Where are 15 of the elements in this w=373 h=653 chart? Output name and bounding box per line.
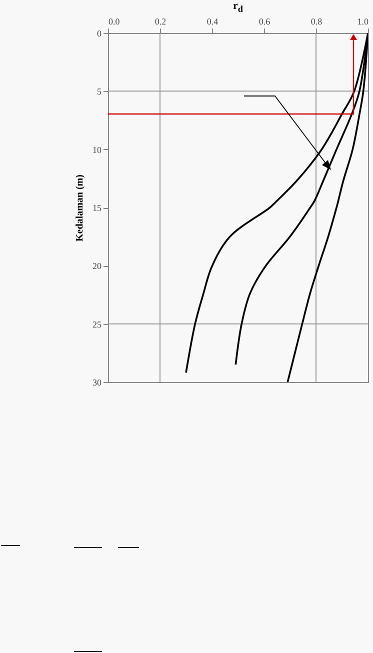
- x-tick-label: 0.6: [258, 16, 271, 26]
- y-tick-label: 0: [97, 28, 102, 38]
- y-tick-label: 25: [92, 319, 102, 330]
- y-tick-label: 20: [92, 261, 102, 272]
- y-tick-label: 30: [92, 378, 102, 388]
- x-tick-label: 0.2: [154, 16, 166, 26]
- x-axis-title: r$_{d}$: [233, 0, 243, 14]
- x-tick-label: 0.4: [206, 16, 219, 26]
- y-tick-label: 15: [92, 203, 102, 213]
- x-tick-label: 1.0: [357, 16, 369, 26]
- y-axis-title: Kedalaman (m): [74, 174, 86, 242]
- y-tick-label: 10: [92, 144, 102, 155]
- y-tick-label: 5: [97, 86, 102, 97]
- x-tick-label: 0.8: [310, 16, 323, 26]
- x-tick-label: 0.0: [108, 16, 120, 26]
